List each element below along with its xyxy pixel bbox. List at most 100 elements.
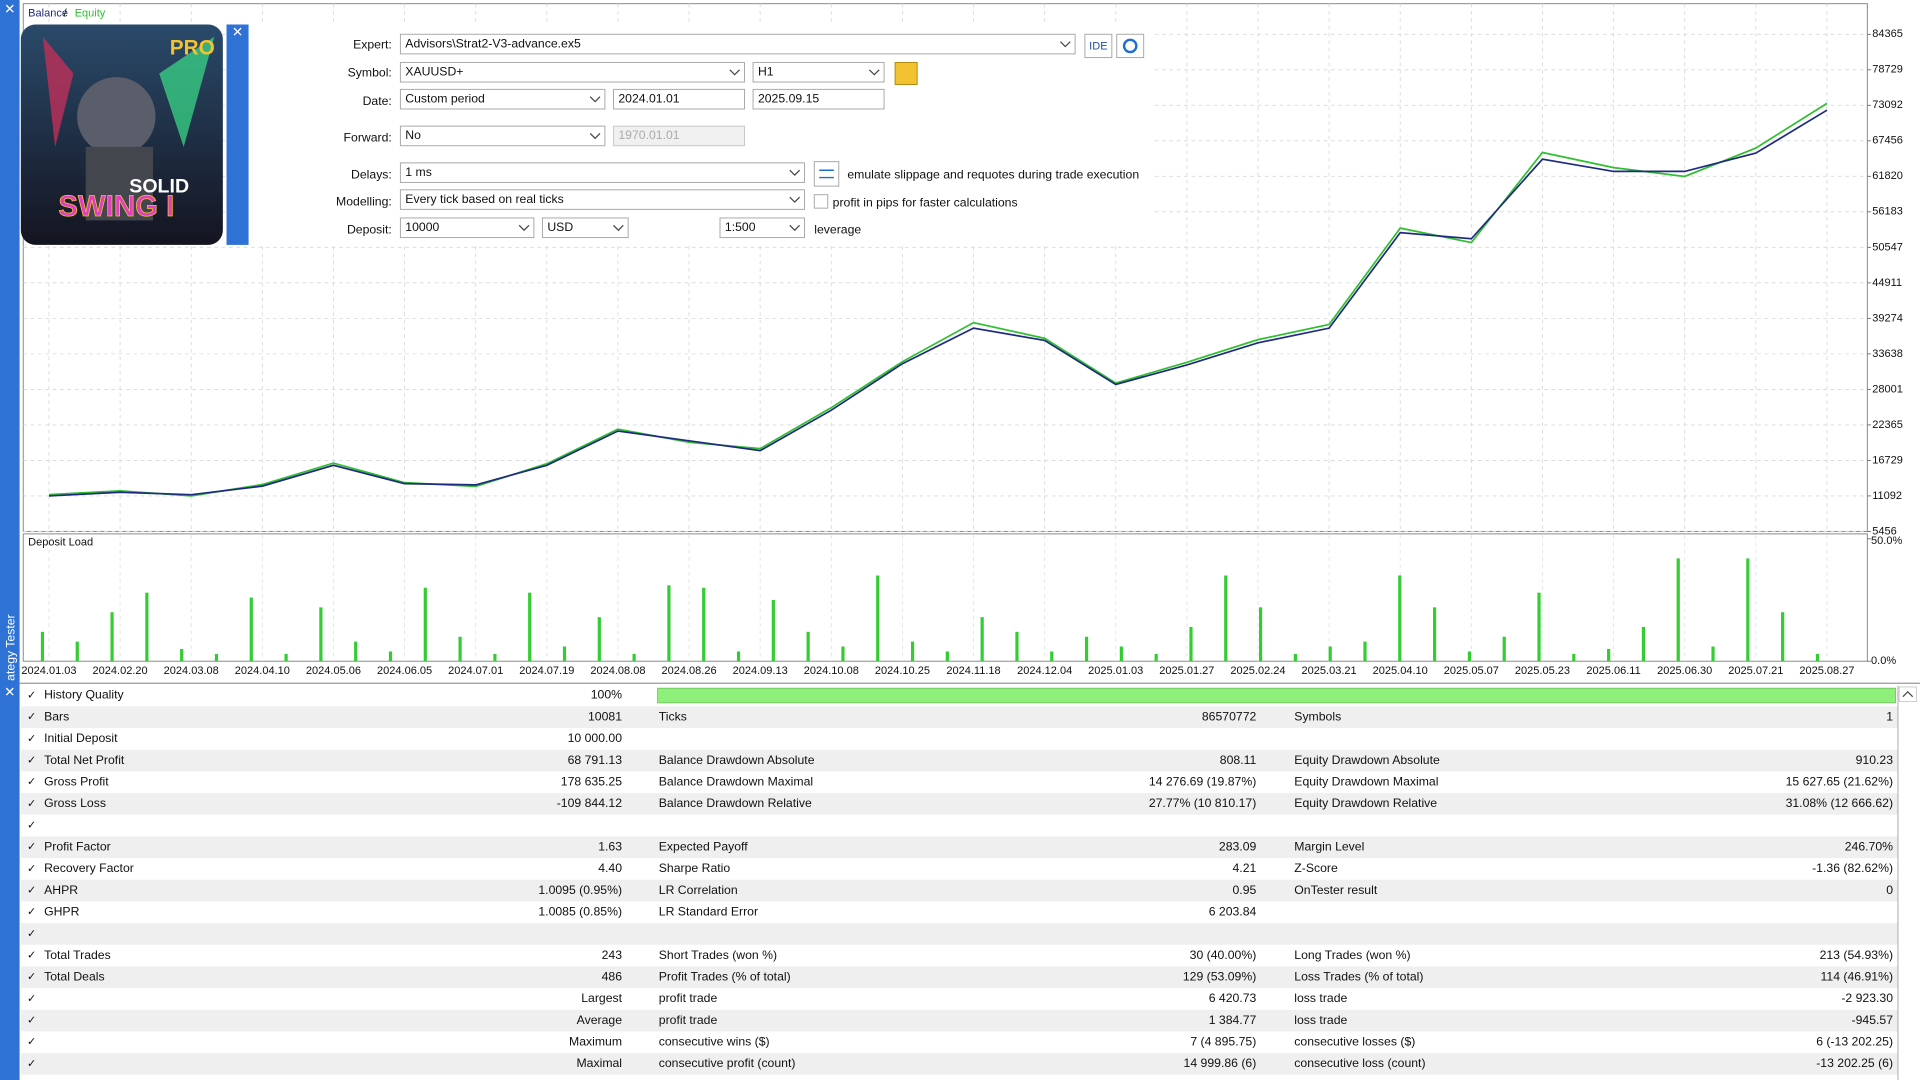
cell-name: Profit Trades (% of total) (659, 969, 791, 983)
bar (1781, 612, 1785, 662)
y-tick-label: 16729 (1872, 454, 1903, 466)
expert-select[interactable] (399, 33, 1076, 55)
date-to: 2025.09.15 (758, 91, 819, 105)
cell-value: -13 202.25 (6) (1816, 1056, 1893, 1070)
cell-value: 283.09 (1219, 839, 1257, 853)
date-to-input[interactable] (752, 88, 885, 110)
bar (180, 648, 184, 662)
cell-name: Balance Drawdown Maximal (659, 774, 813, 788)
forward-select[interactable] (399, 125, 606, 147)
side-strip (0, 0, 20, 1080)
close-icon[interactable]: ✕ (232, 25, 243, 40)
logo-wing (42, 36, 74, 147)
y-tick-label: 11092 (1872, 490, 1902, 502)
cell-name: consecutive profit (count) (659, 1056, 796, 1070)
cell-name: Total Trades (44, 948, 111, 962)
cell-value: 114 (46.91%) (1821, 969, 1894, 983)
cell-name: Equity Drawdown Relative (1294, 796, 1437, 810)
close-icon[interactable]: ✕ (4, 685, 15, 700)
bar (806, 631, 810, 662)
y-tick-label: 61820 (1872, 170, 1903, 182)
y-tick-label: 78729 (1872, 64, 1903, 76)
bar (841, 646, 845, 662)
row-shade (20, 1053, 1898, 1075)
y-tick-label: 28001 (1872, 383, 1903, 395)
bar (562, 646, 567, 662)
row-check: ✓ (27, 971, 36, 983)
cell-name: consecutive wins ($) (659, 1035, 770, 1049)
cell-name: Total Deals (44, 969, 105, 983)
bar (458, 636, 462, 662)
row-check: ✓ (27, 1058, 36, 1070)
date-from: 2024.01.01 (618, 91, 679, 105)
cell-name: Ticks (659, 709, 687, 723)
row-shade (20, 879, 1898, 902)
cell-value: -2 923.30 (1841, 991, 1893, 1005)
scroll-button[interactable] (1898, 686, 1917, 702)
dropdown-arrow (789, 196, 801, 203)
ide-button[interactable] (1084, 33, 1113, 59)
period-select[interactable] (752, 61, 885, 83)
side-tab[interactable]: ategy Tester (3, 614, 17, 680)
field-label: Deposit: (347, 222, 392, 236)
bar (388, 651, 393, 662)
cell-value: 6 (-13 202.25) (1816, 1035, 1893, 1049)
row-check: ✓ (27, 863, 36, 875)
cell-value: 6 420.73 (1209, 991, 1257, 1005)
row-shade (20, 1009, 1898, 1032)
modelling-select[interactable] (399, 189, 805, 210)
cell-name: LR Standard Error (659, 904, 758, 918)
forward-value: No (405, 128, 421, 142)
y-tick-label: 84365 (1872, 28, 1903, 40)
y-tick-label: 33638 (1872, 348, 1903, 360)
cell-name: OnTester result (1294, 883, 1378, 897)
cell-value: 15 627.65 (21.62%) (1786, 774, 1893, 788)
y-tick-label: 50.0% (1871, 535, 1902, 547)
cell-value: 6 203.84 (1209, 904, 1257, 918)
bar (1363, 641, 1367, 662)
expert-value: Advisors\Strat2-V3-advance.ex5 (405, 36, 581, 50)
bar (945, 651, 949, 662)
cell-name: Symbols (1294, 709, 1341, 723)
scroll-arrow (1902, 690, 1914, 698)
delays-select[interactable] (399, 162, 805, 183)
x-tick-label: 2024.12.04 (1017, 665, 1072, 677)
cell-name: Total Net Profit (44, 753, 125, 767)
x-tick-label: 2024.01.03 (21, 665, 76, 677)
x-tick-label: 2024.02.20 (93, 665, 148, 677)
row-check: ✓ (27, 819, 36, 831)
bar (423, 587, 427, 662)
slippage-button[interactable] (813, 161, 840, 187)
cell-value: 27.77% (10 810.17) (1149, 796, 1256, 810)
deposit-select[interactable] (399, 217, 535, 239)
x-tick-label: 2024.07.01 (448, 665, 503, 677)
bar (667, 585, 671, 662)
symbol-select[interactable] (399, 61, 745, 83)
bar (1224, 575, 1228, 662)
cell-name: Profit Factor (44, 839, 111, 853)
date-from-input[interactable] (612, 88, 745, 110)
cell-value: 30 (40.00%) (1190, 948, 1257, 962)
forward-date-input (612, 125, 745, 147)
close-icon[interactable]: ✕ (4, 1, 15, 16)
leverage-select[interactable] (719, 217, 805, 239)
date-mode-select[interactable] (399, 88, 606, 110)
bar (1154, 653, 1158, 662)
bar (1433, 607, 1437, 662)
row-check: ✓ (27, 949, 36, 961)
currency-select[interactable] (541, 217, 629, 239)
pips-checkbox[interactable] (813, 194, 829, 209)
symbol-button[interactable] (894, 61, 918, 85)
cell-name: Loss Trades (% of total) (1294, 969, 1423, 983)
row-shade (20, 923, 1898, 945)
currency-value: USD (547, 220, 573, 234)
bar (1815, 653, 1820, 662)
bar (493, 653, 497, 662)
field-label: Forward: (344, 131, 392, 145)
settings-button[interactable] (1116, 33, 1145, 59)
cell-name: Gross Profit (44, 774, 109, 788)
cell-value: -109 844.12 (557, 796, 623, 810)
x-tick-label: 2025.08.27 (1799, 665, 1854, 677)
dropdown-arrow (789, 169, 801, 176)
